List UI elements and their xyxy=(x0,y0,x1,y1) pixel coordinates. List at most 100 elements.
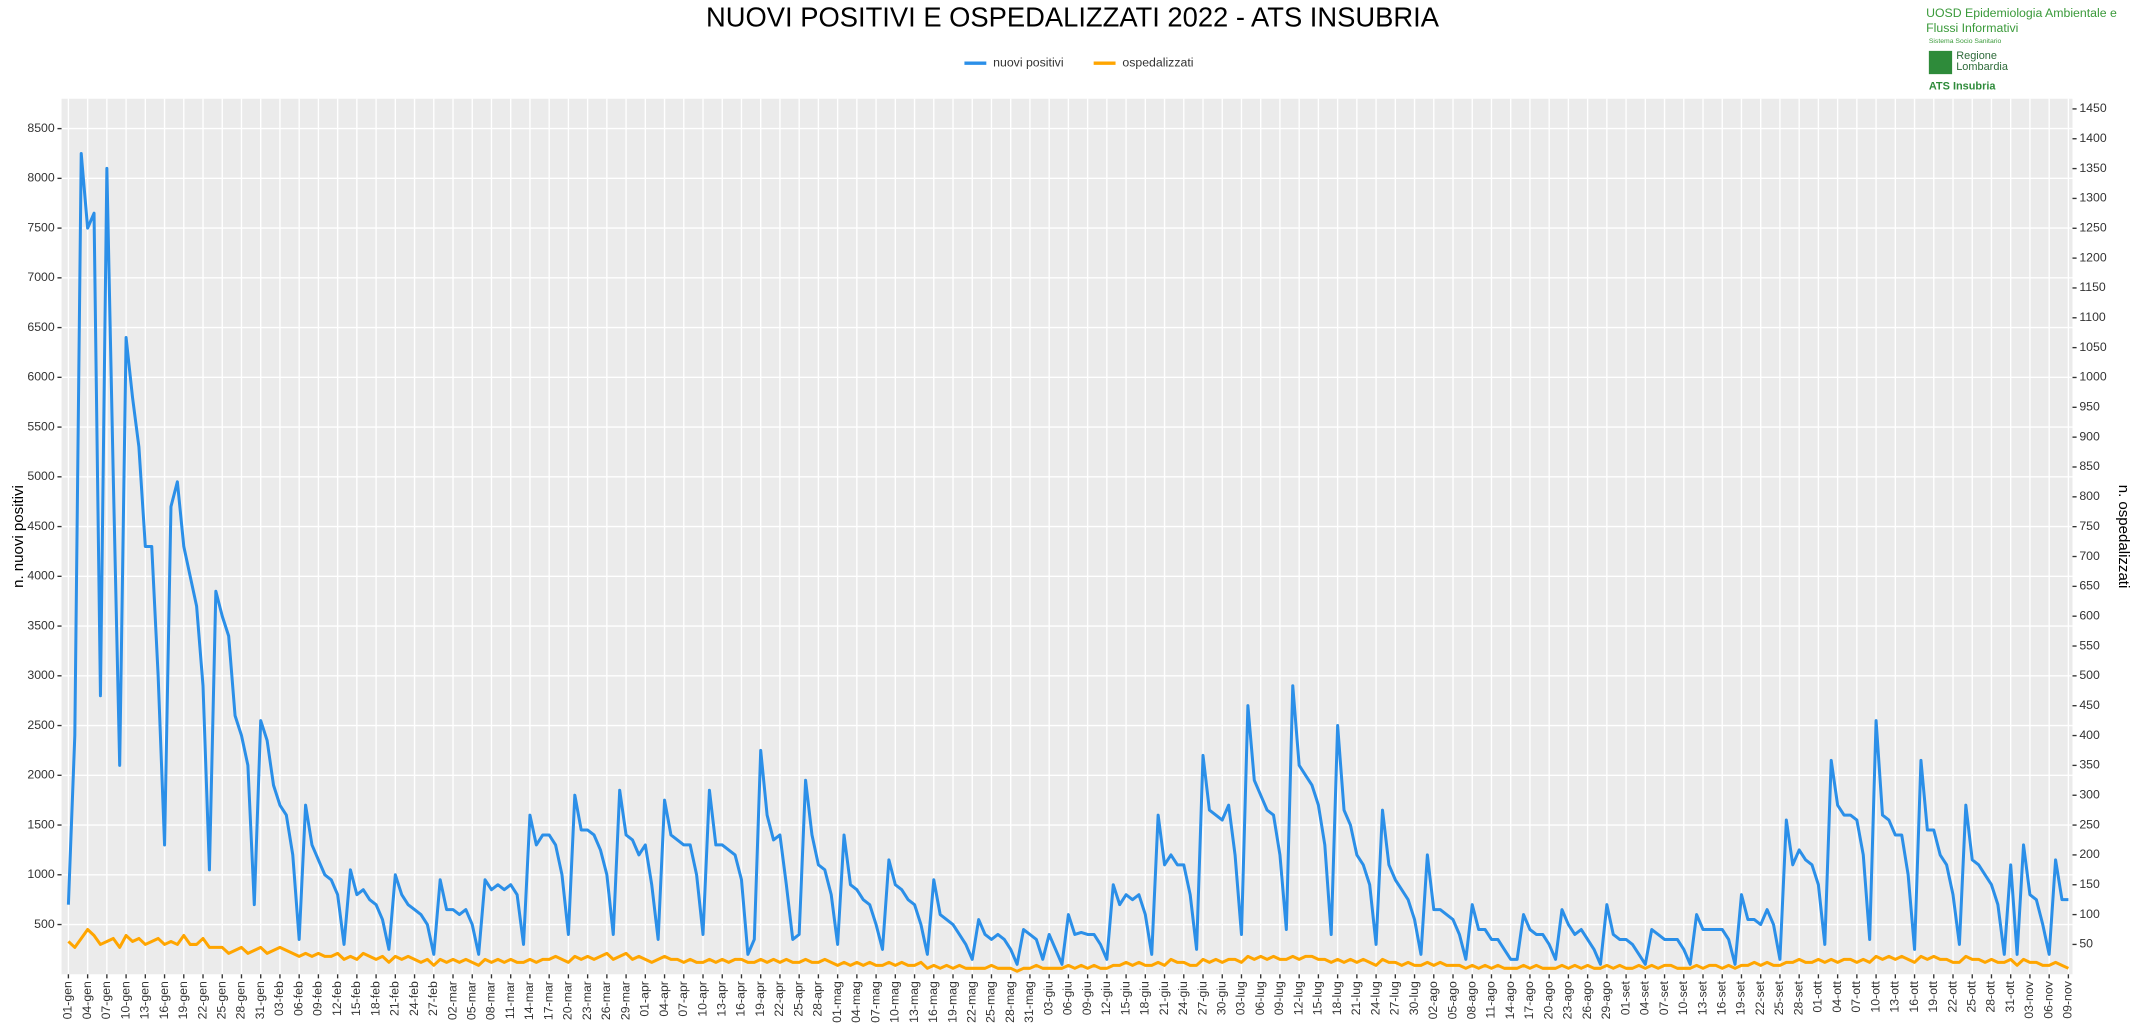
x-tick-label: 16-set xyxy=(1714,981,1728,1016)
x-tick-label: 09-feb xyxy=(311,981,325,1016)
x-tick-label: 25-mag xyxy=(984,981,998,1023)
x-tick-label: 20-mar xyxy=(561,981,575,1020)
x-tick-label: 13-ott xyxy=(1888,981,1902,1013)
y2-tick-label: 500 xyxy=(2079,668,2100,682)
x-tick-label: 28-mag xyxy=(1003,981,1017,1023)
y2-tick-label: 1050 xyxy=(2079,340,2107,354)
x-tick-label: 24-lug xyxy=(1368,981,1382,1015)
y2-tick-label: 1000 xyxy=(2079,370,2107,384)
x-tick-label: 03-feb xyxy=(272,981,286,1016)
x-tick-label: 24-giu xyxy=(1176,981,1190,1015)
x-tick-label: 09-giu xyxy=(1080,981,1094,1015)
x-tick-label: 07-gen xyxy=(99,981,113,1019)
x-tick-label: 06-giu xyxy=(1061,981,1075,1015)
logo-text: UOSD Epidemiologia Ambientale e xyxy=(1926,6,2117,20)
y2-tick-label: 1150 xyxy=(2079,280,2106,294)
x-tick-label: 15-giu xyxy=(1118,981,1132,1015)
x-tick-label: 25-gen xyxy=(214,981,228,1019)
x-tick-label: 19-set xyxy=(1734,981,1748,1016)
x-tick-label: 21-giu xyxy=(1157,981,1171,1015)
x-tick-label: 31-mag xyxy=(1022,981,1036,1023)
y2-tick-label: 750 xyxy=(2079,519,2100,533)
x-tick-label: 10-ott xyxy=(1868,981,1882,1013)
y2-tick-label: 250 xyxy=(2079,817,2100,831)
plot-background xyxy=(61,98,2073,975)
x-tick-label: 16-apr xyxy=(734,981,748,1017)
y2-tick-label: 350 xyxy=(2079,758,2100,772)
x-tick-label: 06-nov xyxy=(2041,980,2055,1018)
x-tick-label: 28-gen xyxy=(234,981,248,1019)
x-tick-label: 25-ott xyxy=(1964,981,1978,1013)
x-tick-label: 31-gen xyxy=(253,981,267,1019)
x-tick-label: 15-feb xyxy=(349,981,363,1016)
x-tick-label: 26-mar xyxy=(599,981,613,1020)
x-tick-label: 06-feb xyxy=(291,981,305,1016)
x-tick-label: 19-apr xyxy=(753,981,767,1017)
x-tick-label: 23-ago xyxy=(1561,981,1575,1019)
legend-label: nuovi positivi xyxy=(993,55,1063,69)
x-tick-label: 29-ago xyxy=(1599,981,1613,1019)
y2-tick-label: 200 xyxy=(2079,847,2100,861)
x-tick-label: 12-feb xyxy=(330,981,344,1016)
x-tick-label: 15-lug xyxy=(1311,981,1325,1015)
x-tick-label: 03-nov xyxy=(2022,980,2036,1018)
y2-tick-label: 100 xyxy=(2079,907,2100,921)
x-tick-label: 26-ago xyxy=(1580,981,1594,1019)
y-tick-label: 7500 xyxy=(27,220,55,234)
y-tick-label: 3500 xyxy=(27,618,55,632)
x-tick-label: 06-lug xyxy=(1253,981,1267,1015)
x-tick-label: 01-gen xyxy=(61,981,75,1019)
y-tick-label: 4500 xyxy=(27,519,55,533)
series-line xyxy=(66,151,2069,966)
x-tick-label: 05-ago xyxy=(1445,981,1459,1019)
y-tick-label: 5000 xyxy=(27,469,55,483)
x-tick-label: 03-lug xyxy=(1234,981,1248,1015)
y2-axis-title: n. ospedalizzati xyxy=(2115,485,2132,589)
logo-region: Regione Lombardia xyxy=(1956,50,2008,73)
y-tick-label: 8500 xyxy=(27,121,55,135)
y2-tick-label: 400 xyxy=(2079,728,2100,742)
x-tick-label: 21-feb xyxy=(388,981,402,1016)
x-tick-label: 19-gen xyxy=(176,981,190,1019)
y-tick-label: 1500 xyxy=(27,817,55,831)
x-tick-label: 07-set xyxy=(1657,981,1671,1016)
x-tick-label: 25-set xyxy=(1772,981,1786,1016)
x-tick-label: 04-set xyxy=(1638,981,1652,1016)
x-tick-label: 09-lug xyxy=(1272,981,1286,1015)
x-tick-label: 28-set xyxy=(1791,981,1805,1016)
x-tick-label: 02-mar xyxy=(445,981,459,1020)
y2-tick-label: 50 xyxy=(2079,937,2093,951)
x-tick-label: 27-lug xyxy=(1388,981,1402,1015)
x-tick-label: 01-apr xyxy=(638,981,652,1017)
x-tick-label: 22-ott xyxy=(1945,981,1959,1013)
y2-tick-label: 950 xyxy=(2079,400,2100,414)
x-tick-label: 10-gen xyxy=(118,981,132,1019)
x-tick-label: 05-mar xyxy=(464,981,478,1020)
y2-tick-label: 700 xyxy=(2079,549,2100,563)
y2-tick-label: 1200 xyxy=(2079,250,2107,264)
x-tick-label: 04-ott xyxy=(1830,981,1844,1013)
x-tick-label: 13-apr xyxy=(714,981,728,1017)
x-tick-label: 01-ott xyxy=(1811,981,1825,1013)
x-tick-label: 04-apr xyxy=(657,981,671,1017)
legend-label: ospedalizzati xyxy=(1122,55,1193,69)
x-tick-label: 22-set xyxy=(1753,981,1767,1016)
x-tick-label: 14-mar xyxy=(522,981,536,1020)
x-tick-label: 28-ott xyxy=(1984,981,1998,1013)
x-tick-label: 13-gen xyxy=(138,981,152,1019)
x-tick-label: 07-mag xyxy=(868,981,882,1023)
y2-tick-label: 1100 xyxy=(2079,310,2106,324)
x-tick-label: 30-lug xyxy=(1407,981,1421,1015)
x-tick-label: 08-mar xyxy=(484,981,498,1020)
x-tick-label: 28-apr xyxy=(811,981,825,1017)
x-tick-label: 12-giu xyxy=(1099,981,1113,1015)
y-tick-label: 7000 xyxy=(27,270,55,284)
x-tick-label: 01-mag xyxy=(830,981,844,1023)
logo-icon xyxy=(1928,50,1953,75)
x-tick-label: 25-apr xyxy=(791,981,805,1017)
x-tick-label: 16-mag xyxy=(926,981,940,1023)
chart-title: NUOVI POSITIVI E OSPEDALIZZATI 2022 - AT… xyxy=(706,2,1440,33)
y2-tick-label: 900 xyxy=(2079,429,2100,443)
series-line xyxy=(67,928,2070,973)
y2-tick-label: 600 xyxy=(2079,608,2100,622)
